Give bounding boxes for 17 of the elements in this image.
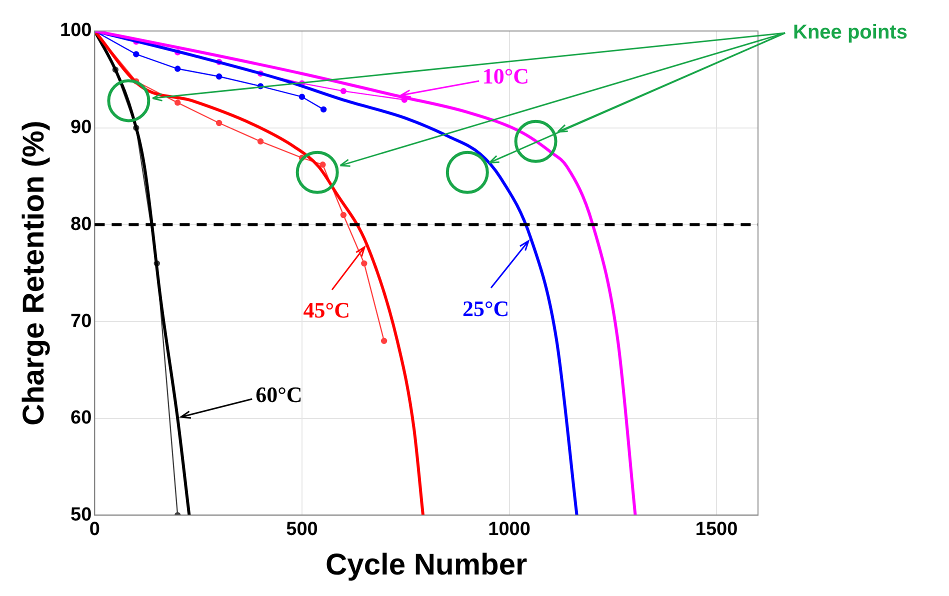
annotation: 10°C <box>482 64 530 89</box>
x-tick-label: 1000 <box>488 518 530 540</box>
y-tick-label: 90 <box>70 117 92 138</box>
y-tick-label: 80 <box>70 214 92 235</box>
y-axis-title: Charge Retention (%) <box>17 120 50 426</box>
x-tick-label: 0 <box>89 518 100 540</box>
annotation: 60°C <box>256 382 302 408</box>
x-tick-label: 1500 <box>695 518 738 540</box>
annotation: 25°C <box>462 296 510 321</box>
y-tick-label: 60 <box>70 408 92 429</box>
text: Knee points <box>793 22 908 44</box>
x-tick-label: 500 <box>286 518 318 540</box>
x-axis-title: Cycle Number <box>325 548 528 582</box>
y-tick-label: 50 <box>70 504 92 526</box>
annotation: 45°C <box>303 298 350 323</box>
y-tick-label: 100 <box>60 20 92 42</box>
y-tick-label: 70 <box>70 310 92 332</box>
